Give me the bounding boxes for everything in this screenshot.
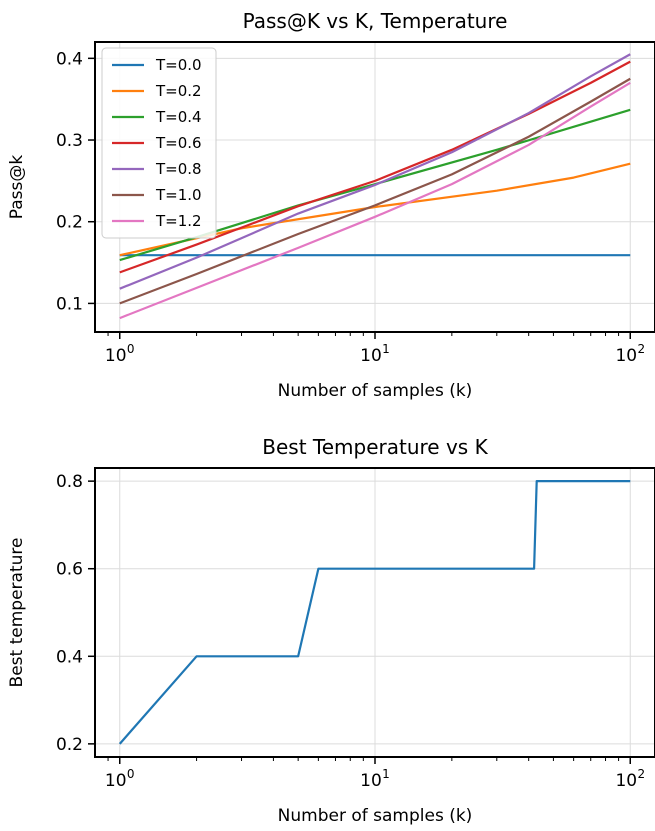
y-tick-label: 0.1: [56, 294, 83, 314]
grid: [95, 468, 655, 757]
chart-title: Pass@K vs K, Temperature: [243, 9, 508, 33]
y-tick-label: 0.3: [56, 131, 83, 151]
legend-label: T=0.6: [155, 134, 202, 152]
series-line-t-1-0: [119, 77, 631, 305]
legend-label: T=0.4: [155, 108, 202, 126]
x-tick-label: 10: [615, 771, 637, 791]
x-tick-label: 10: [360, 771, 382, 791]
x-tick-exponent: 2: [637, 767, 645, 781]
series-line-best-temperature: [118, 480, 631, 745]
legend-label: T=1.0: [155, 186, 202, 204]
x-tick-label: 10: [105, 346, 127, 366]
legend: T=0.0 T=0.2 T=0.4 T=0.6 T=0.8 T=1.0 T=1.2: [101, 47, 217, 239]
x-tick-label: 10: [360, 346, 382, 366]
x-tick-label: 10: [105, 771, 127, 791]
series-line-t-0-2: [119, 162, 631, 257]
y-tick-label: 0.6: [56, 560, 83, 580]
x-tick-exponent: 0: [127, 767, 135, 781]
y-tick-label: 0.2: [56, 213, 83, 233]
series-line-t-1-2: [119, 81, 631, 320]
y-axis-label: Best temperature: [7, 538, 27, 688]
series-group: [118, 480, 631, 745]
legend-label: T=0.8: [155, 160, 202, 178]
legend-label: T=0.0: [155, 56, 202, 74]
y-tick-label: 0.4: [56, 647, 83, 667]
y-tick-label: 0.2: [56, 735, 83, 755]
y-axis-label: Pass@k: [7, 155, 27, 220]
x-axis-label: Number of samples (k): [278, 806, 473, 826]
x-tick-exponent: 2: [637, 342, 645, 356]
x-tick-label: 10: [615, 346, 637, 366]
chart-title: Best Temperature vs K: [262, 435, 488, 459]
legend-box: [101, 47, 217, 239]
series-line-t-0-8: [119, 53, 631, 290]
y-tick-label: 0.4: [56, 49, 83, 69]
x-axis-label: Number of samples (k): [278, 381, 473, 401]
x-tick-exponent: 1: [382, 767, 390, 781]
x-tick-exponent: 0: [127, 342, 135, 356]
y-tick-label: 0.8: [56, 472, 83, 492]
legend-label: T=1.2: [155, 212, 202, 230]
series-line-t-0-4: [119, 108, 631, 262]
legend-label: T=0.2: [155, 82, 202, 100]
x-tick-exponent: 1: [382, 342, 390, 356]
